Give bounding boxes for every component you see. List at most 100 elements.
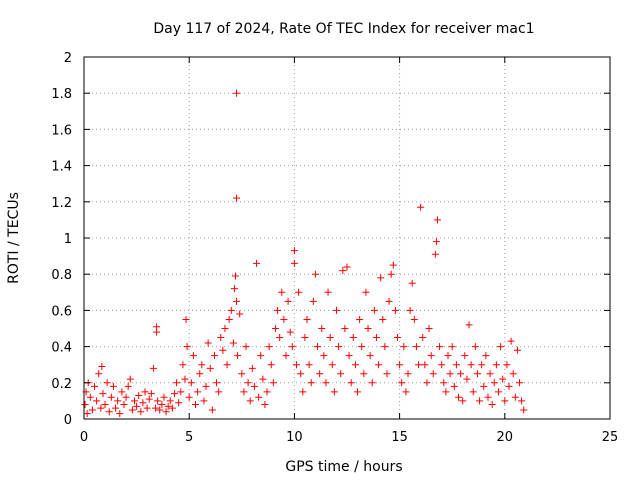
data-point — [213, 379, 221, 387]
data-point — [152, 404, 160, 412]
data-point — [368, 379, 376, 387]
data-point — [276, 334, 284, 342]
data-point — [101, 401, 109, 409]
data-point — [97, 404, 105, 412]
data-point — [354, 388, 362, 396]
data-point — [149, 364, 157, 372]
data-point — [147, 390, 155, 398]
data-point — [154, 397, 162, 405]
data-point — [457, 370, 465, 378]
data-point — [168, 404, 176, 412]
data-point — [181, 375, 189, 383]
data-point — [293, 361, 301, 369]
data-point — [98, 363, 106, 371]
data-point — [436, 343, 444, 351]
data-point — [455, 393, 463, 401]
data-point — [486, 370, 494, 378]
grid — [84, 57, 610, 419]
data-point — [448, 343, 456, 351]
y-tick-label: 1.4 — [51, 160, 72, 175]
data-point — [166, 397, 174, 405]
data-point — [189, 352, 197, 360]
data-point — [366, 352, 374, 360]
data-point — [114, 397, 122, 405]
data-point — [450, 382, 458, 390]
data-point — [274, 306, 282, 314]
data-point — [160, 393, 168, 401]
data-point — [400, 343, 408, 351]
data-point — [337, 370, 345, 378]
data-point — [431, 250, 439, 258]
data-point — [128, 406, 136, 414]
data-point — [280, 315, 288, 323]
x-tick-label: 0 — [80, 430, 88, 445]
data-point — [206, 364, 214, 372]
data-point — [305, 361, 313, 369]
data-point — [269, 379, 277, 387]
y-tick-label: 1.8 — [51, 87, 72, 102]
x-tick-label: 25 — [602, 430, 619, 445]
data-point — [109, 382, 117, 390]
data-point — [230, 285, 238, 293]
data-point — [297, 370, 305, 378]
data-point — [461, 352, 469, 360]
data-point — [83, 410, 91, 418]
data-point — [307, 379, 315, 387]
data-point — [107, 393, 115, 401]
data-point — [505, 382, 513, 390]
data-point — [194, 388, 202, 396]
data-point — [215, 388, 223, 396]
data-point — [229, 339, 237, 347]
data-point — [170, 390, 178, 398]
data-point — [452, 361, 460, 369]
data-point — [198, 361, 206, 369]
data-point — [217, 334, 225, 342]
data-point — [233, 89, 241, 97]
data-point — [253, 259, 261, 267]
data-point — [135, 391, 143, 399]
data-point — [358, 343, 366, 351]
data-point — [145, 395, 153, 403]
y-tick-label: 1.2 — [51, 196, 72, 211]
data-point — [124, 382, 132, 390]
data-point — [86, 393, 94, 401]
data-point — [240, 388, 248, 396]
data-point — [143, 404, 151, 412]
data-point — [233, 194, 241, 202]
data-point — [518, 397, 526, 405]
data-point — [501, 397, 509, 405]
data-point — [438, 361, 446, 369]
y-tick-label: 1 — [64, 232, 72, 247]
data-point — [497, 343, 505, 351]
data-point — [393, 334, 401, 342]
data-point — [433, 216, 441, 224]
y-tick-label: 0.2 — [51, 377, 72, 392]
data-point — [440, 379, 448, 387]
data-point — [343, 263, 351, 271]
data-point — [231, 272, 239, 280]
data-point — [322, 379, 330, 387]
data-point — [314, 343, 322, 351]
data-point — [263, 388, 271, 396]
data-point — [364, 325, 372, 332]
data-point — [396, 361, 404, 369]
data-point — [492, 361, 500, 369]
data-point — [88, 406, 96, 414]
data-point — [93, 397, 101, 405]
data-point — [316, 370, 324, 378]
data-point — [81, 401, 89, 409]
data-point — [192, 401, 200, 409]
data-point — [332, 306, 340, 314]
data-point — [311, 270, 319, 278]
data-point — [324, 288, 332, 296]
data-point — [295, 288, 303, 296]
x-tick-label: 15 — [391, 430, 408, 445]
data-point — [326, 334, 334, 342]
data-point — [482, 352, 490, 360]
y-tick-label: 0.8 — [51, 268, 72, 283]
data-point — [402, 388, 410, 396]
data-point — [335, 343, 343, 351]
data-point — [122, 393, 130, 401]
data-point — [511, 393, 519, 401]
